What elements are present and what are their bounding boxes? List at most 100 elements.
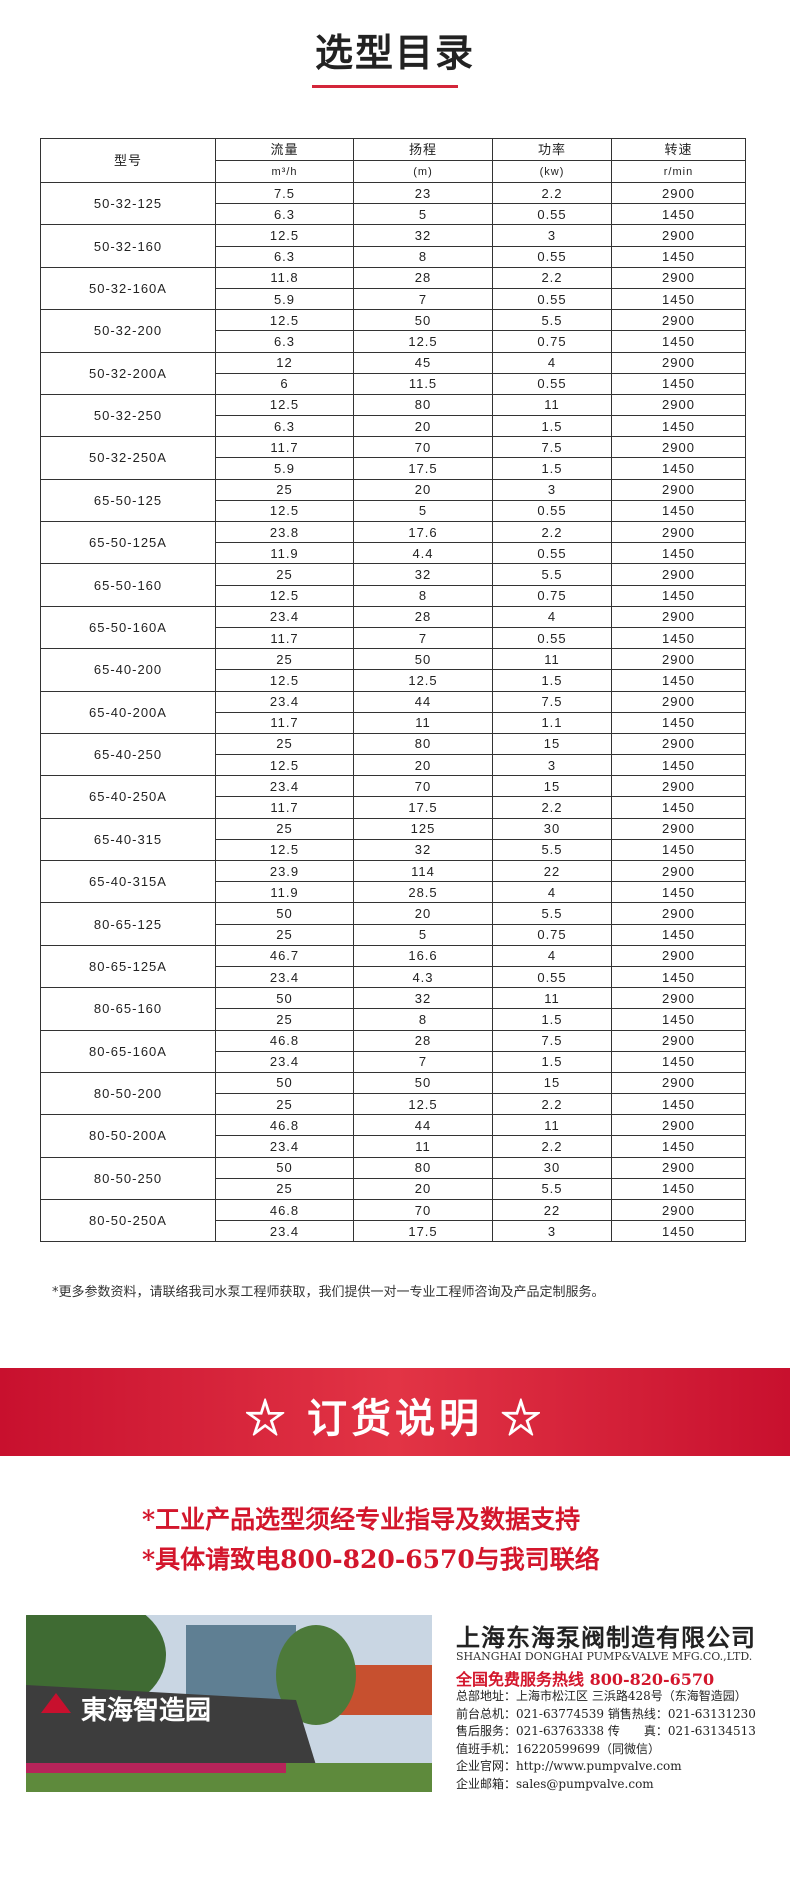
model-cell: 65-50-160A (40, 605, 216, 650)
spec-cell: 12.5 (215, 224, 354, 247)
spec-cell: 4.3 (353, 965, 493, 989)
spec-cell: 50 (215, 902, 354, 925)
order-banner (0, 1368, 790, 1456)
spec-cell: 1450 (611, 838, 746, 862)
spec-cell: 1450 (611, 965, 746, 989)
header-row: 型号 流量 扬程 功率 转速 (40, 138, 746, 183)
data-row: 23.4 17.5 3 1450 (41, 1220, 746, 1243)
spec-cell: 50 (353, 1071, 493, 1095)
company-name: 上海东海泵阀制造有限公司 (456, 1623, 756, 1652)
spec-cell: 12.5 (215, 669, 354, 692)
model-cell: 50-32-160A (40, 266, 216, 311)
spec-cell: 23.4 (215, 605, 354, 628)
spec-cell: 1450 (611, 330, 746, 353)
data-row: 65-40-200 25 50 11 2900 (40, 648, 746, 692)
detail-line: 值班手机：16220599699（同微信） (456, 1741, 660, 1756)
detail-line: 前台总机：021-63774539 销售热线：021-63131230 (456, 1706, 756, 1721)
model-cell: 65-40-315 (40, 817, 216, 862)
spec-cell: 23.4 (215, 1050, 354, 1073)
spec-cell: 1450 (611, 1135, 746, 1158)
data-row: 25 20 5.5 1450 (41, 1177, 746, 1201)
model-cell: 65-50-160 (40, 563, 216, 607)
spec-cell: 4 (492, 351, 612, 374)
spec-cell: 15 (492, 775, 612, 798)
data-row: 50-32-250 12.5 80 11 2900 (40, 393, 746, 438)
spec-cell: 1450 (611, 542, 746, 565)
spec-cell: 2900 (611, 1029, 746, 1052)
data-row: 65-40-315 25 125 30 2900 (40, 817, 746, 862)
sign-text: 東海智造园 (81, 1696, 211, 1726)
spec-cell: 0.55 (492, 245, 612, 268)
spec-cell: 2900 (611, 902, 746, 925)
data-row: 11.7 17.5 2.2 1450 (41, 796, 746, 819)
spec-cell: 12.5 (215, 499, 354, 523)
model-cell: 80-65-125 (40, 902, 216, 946)
spec-cell: 2.2 (492, 1093, 612, 1116)
spec-cell: 12.5 (353, 669, 493, 692)
spec-cell: 6 (215, 372, 354, 395)
spec-cell: 2900 (611, 690, 746, 713)
header-unit: (kw) (492, 160, 612, 183)
spec-cell: 25 (215, 817, 354, 840)
spec-cell: 28 (353, 1029, 493, 1052)
spec-cell: 4 (492, 881, 612, 904)
spec-cell: 11 (492, 987, 612, 1010)
order-title: ☆ 订货说明 ☆ (245, 1395, 545, 1442)
spec-cell: 11.7 (215, 796, 354, 819)
spec-cell: 0.55 (492, 542, 612, 565)
spec-cell: 22 (492, 859, 612, 883)
detail-line: 售后服务：021-63763338 传 真：021-63134513 (456, 1724, 756, 1739)
model-cell: 80-65-125A (40, 944, 216, 989)
spec-cell: 7 (353, 287, 493, 311)
spec-cell: 50 (215, 987, 354, 1010)
spec-cell: 17.5 (353, 457, 493, 480)
header-cell: 流量 (215, 138, 354, 161)
spec-cell: 5.5 (492, 309, 612, 332)
spec-cell: 30 (492, 1156, 612, 1179)
spec-cell: 2900 (611, 181, 746, 205)
spec-cell: 0.55 (492, 965, 612, 989)
spec-cell: 46.8 (215, 1029, 354, 1052)
model-cell: 65-40-250 (40, 732, 216, 777)
data-row: 80-50-200 50 50 15 2900 (40, 1071, 746, 1116)
spec-cell: 6.3 (215, 245, 354, 268)
spec-cell: 25 (215, 648, 354, 671)
spec-cell: 11.9 (215, 542, 354, 565)
spec-cell: 1450 (611, 457, 746, 480)
data-row: 50-32-250A 11.7 70 7.5 2900 (40, 436, 746, 480)
spec-cell: 12.5 (215, 309, 354, 332)
model-cell: 50-32-125 (40, 181, 216, 226)
header-unit: (m) (353, 160, 493, 183)
spec-cell: 2900 (611, 944, 746, 967)
spec-cell: 25 (215, 1177, 354, 1201)
company-details: 总部地址：上海市松江区 三浜路428号（东海智造园） 前台总机：021-63774… (456, 1688, 756, 1794)
data-row: 11.9 4.4 0.55 1450 (41, 542, 746, 565)
data-row: 65-50-160A 23.4 28 4 2900 (40, 605, 746, 650)
spec-cell: 11.7 (215, 711, 354, 734)
header-unit: r/min (611, 160, 746, 183)
spec-cell: 8 (353, 245, 493, 268)
spec-cell: 2900 (611, 859, 746, 883)
spec-cell: 11.7 (215, 626, 354, 650)
detail-line: 企业官网：http://www.pumpvalve.com (456, 1759, 682, 1774)
data-row: 65-40-315A 23.9 114 22 2900 (40, 859, 746, 904)
spec-cell: 0.75 (492, 584, 612, 607)
model-cell: 80-65-160 (40, 987, 216, 1031)
spec-cell: 50 (353, 309, 493, 332)
model-cell: 65-50-125 (40, 478, 216, 523)
spec-cell: 2900 (611, 351, 746, 374)
spec-cell: 2900 (611, 478, 746, 501)
data-row: 11.7 7 0.55 1450 (41, 626, 746, 650)
order-line: *具体请致电800-820-6570与我司联络 (142, 1545, 600, 1574)
selection-table: 型号 流量 扬程 功率 转速 m³/h (m) (kw) r/min 50-32-125 7.5 23… (40, 138, 746, 1243)
spec-cell: 2900 (611, 732, 746, 756)
spec-cell: 1450 (611, 287, 746, 311)
spec-cell: 3 (492, 478, 612, 501)
order-line: *工业产品选型须经专业指导及数据支持 (142, 1505, 581, 1534)
spec-cell: 28 (353, 266, 493, 289)
data-row: 23.4 11 2.2 1450 (41, 1135, 746, 1158)
data-row: 65-50-160 25 32 5.5 2900 (40, 563, 746, 607)
spec-cell: 11 (492, 393, 612, 417)
data-row: 80-65-160 50 32 11 2900 (40, 987, 746, 1031)
